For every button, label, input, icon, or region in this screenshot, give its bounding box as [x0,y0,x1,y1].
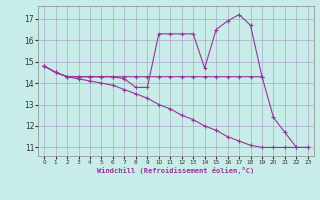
X-axis label: Windchill (Refroidissement éolien,°C): Windchill (Refroidissement éolien,°C) [97,167,255,174]
